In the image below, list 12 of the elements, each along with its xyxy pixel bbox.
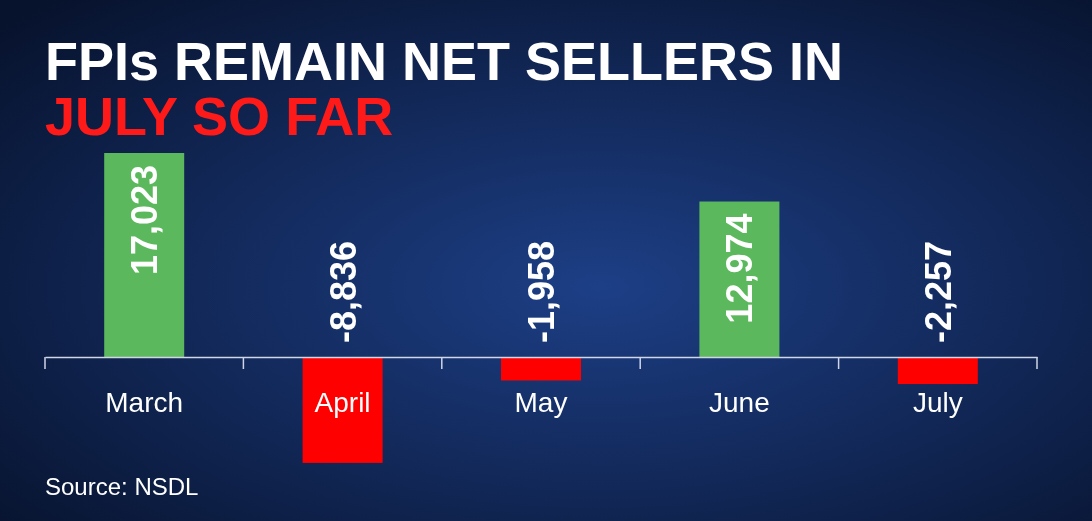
source-note: Source: NSDL bbox=[45, 473, 199, 500]
x-tick-label: March bbox=[105, 387, 184, 418]
x-tick-label: July bbox=[912, 387, 963, 418]
data-label: -8,836 bbox=[322, 240, 364, 343]
data-label: -1,958 bbox=[521, 240, 562, 343]
data-label: -2,257 bbox=[917, 240, 959, 343]
data-label: 17,023 bbox=[124, 165, 166, 276]
data-label: 12,974 bbox=[719, 213, 761, 324]
x-tick-label: May bbox=[514, 387, 568, 418]
x-tick-label: April bbox=[314, 387, 371, 418]
chart-title: FPIs REMAIN NET SELLERS IN JULY SO FAR bbox=[45, 31, 844, 146]
x-tick-label: June bbox=[709, 387, 770, 418]
